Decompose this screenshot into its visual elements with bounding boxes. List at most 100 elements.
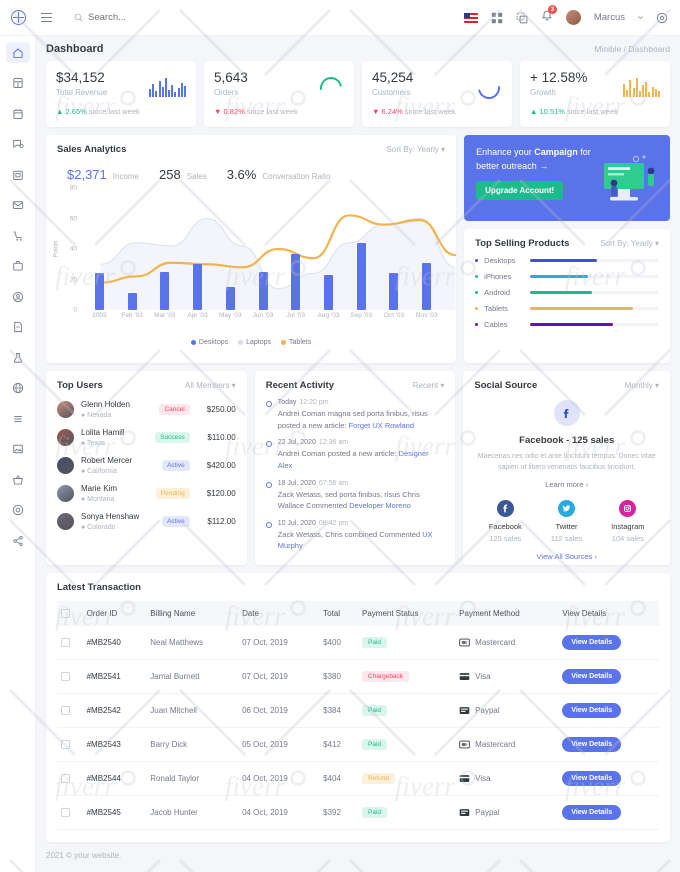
- activity-link[interactable]: Developer Moreno: [349, 501, 411, 511]
- learn-more-link[interactable]: Learn more ›: [545, 480, 589, 490]
- row-select-cell[interactable]: [57, 795, 83, 830]
- row-checkbox[interactable]: [61, 808, 70, 817]
- flag-icon[interactable]: [463, 12, 478, 23]
- user-row[interactable]: Lolita Hamill ● Texas Success $110.00: [57, 427, 236, 447]
- upgrade-account-button[interactable]: Upgrade Account!: [476, 181, 564, 200]
- select-all-checkbox[interactable]: [61, 609, 70, 618]
- sidebar-item-briefcase[interactable]: [6, 256, 30, 277]
- sidebar-item-calculator[interactable]: [6, 73, 30, 94]
- sidebar-item-chat[interactable]: [6, 134, 30, 155]
- period-filter-dropdown[interactable]: Monthly ▾: [624, 381, 659, 390]
- sidebar-item-target[interactable]: [6, 500, 30, 521]
- activity-item: 18 Jul, 2020 07:56 am Zack Wetass, sed por…: [265, 480, 445, 512]
- activity-link[interactable]: UX Murphy: [277, 529, 433, 551]
- y-tick: 40: [69, 245, 77, 253]
- table-row: #MB2545 Jacob Hunter 04 Oct, 2019 $392 Paid P…: [57, 795, 659, 830]
- row-checkbox[interactable]: [61, 672, 70, 681]
- row-checkbox[interactable]: [61, 774, 70, 783]
- sidebar-item-file[interactable]: [6, 317, 30, 338]
- social-network-item[interactable]: Facebook 125 sales: [489, 500, 522, 543]
- notifications-button[interactable]: 3: [541, 5, 557, 25]
- sidebar-item-globe[interactable]: [6, 378, 30, 399]
- row-select-cell[interactable]: [57, 761, 83, 796]
- recent-activity-card: Recent Activity Recent ▾ Today 12:20 pm An…: [254, 371, 456, 565]
- column-header: Payment Method: [455, 601, 559, 626]
- product-name: Android: [484, 288, 511, 297]
- view-all-sources-link[interactable]: View All Sources ›: [536, 552, 597, 562]
- app-logo[interactable]: [0, 0, 36, 36]
- legend-item[interactable]: Desktops: [190, 339, 228, 346]
- select-all-column[interactable]: [57, 601, 83, 626]
- y-tick: 0: [73, 306, 77, 314]
- search-input[interactable]: [88, 12, 208, 23]
- order-id-cell: #MB2540: [82, 626, 147, 660]
- breadcrumb: Minible / Dashboard: [594, 44, 670, 54]
- user-name[interactable]: Marcus: [593, 12, 625, 23]
- user-location: ● California: [81, 468, 117, 475]
- product-list: Desktops iPhones Android Tablets Cables: [475, 256, 659, 329]
- sidebar-item-basket[interactable]: [6, 469, 30, 490]
- page-header: Dashboard Minible / Dashboard: [36, 36, 680, 61]
- payment-status-cell: Paid: [358, 727, 456, 762]
- sort-by-dropdown[interactable]: Sort By: Yearly ▾: [600, 239, 659, 248]
- social-network-item[interactable]: Instagram 104 sales: [611, 500, 645, 543]
- view-details-button[interactable]: View Details: [562, 771, 622, 786]
- activity-filter-dropdown[interactable]: Recent ▾: [412, 381, 445, 390]
- members-filter-dropdown[interactable]: All Members ▾: [185, 381, 236, 390]
- stat-delta: ▼ 0.82%: [214, 107, 245, 116]
- sidebar-item-calendar[interactable]: [6, 103, 30, 124]
- chart-bar: [291, 253, 301, 310]
- sidebar-item-mail[interactable]: [6, 195, 30, 216]
- row-select-cell[interactable]: [57, 693, 83, 728]
- activity-link[interactable]: Designer Alex: [277, 449, 429, 470]
- legend-item[interactable]: Laptops: [238, 339, 271, 346]
- sidebar-item-flask[interactable]: [6, 347, 30, 368]
- view-details-cell: View Details: [558, 795, 659, 830]
- sidebar-item-list[interactable]: [6, 408, 30, 429]
- avatar[interactable]: [565, 10, 581, 25]
- sidebar-item-cart[interactable]: [6, 225, 30, 246]
- activity-link[interactable]: Forget UX Rowland: [348, 420, 415, 430]
- view-details-button[interactable]: View Details: [562, 737, 622, 752]
- sidebar-item-image[interactable]: [6, 439, 30, 460]
- row-checkbox[interactable]: [61, 706, 70, 715]
- user-amount: $110.00: [207, 432, 236, 442]
- row-checkbox[interactable]: [61, 740, 70, 749]
- user-amount: $420.00: [206, 460, 236, 470]
- user-row[interactable]: Robert Mercer ● California Active $420.00: [57, 455, 236, 475]
- status-badge: Paid: [362, 739, 388, 750]
- view-details-button[interactable]: View Details: [562, 703, 622, 718]
- sidebar-item-shop[interactable]: [6, 164, 30, 185]
- date-cell: 04 Oct, 2019: [238, 761, 320, 796]
- view-details-button[interactable]: View Details: [562, 669, 622, 684]
- status-badge: Paid: [362, 705, 388, 716]
- row-select-cell[interactable]: [57, 727, 83, 762]
- sidebar-item-home[interactable]: [5, 42, 30, 63]
- view-details-button[interactable]: View Details: [562, 635, 622, 650]
- view-details-button[interactable]: View Details: [562, 805, 622, 820]
- hamburger-icon[interactable]: [36, 13, 62, 22]
- table-row: #MB2542 Juan Mitchell 06 Oct, 2019 $384 Paid…: [57, 693, 659, 728]
- order-id-cell: #MB2542: [82, 693, 147, 728]
- sidebar-item-user[interactable]: [6, 286, 30, 307]
- activity-text: Zack Wetass, sed porta finibus, risus Ch…: [277, 489, 420, 511]
- user-row[interactable]: Marie Kim ● Montana Pending $120.00: [57, 483, 236, 503]
- activity-time: Today 12:20 pm: [277, 399, 329, 406]
- user-row[interactable]: Glenn Holden ● Nevada Cancel $250.00: [57, 399, 236, 419]
- row-select-cell[interactable]: [57, 626, 83, 660]
- table-row: #MB2540 Neal Matthews 07 Oct, 2019 $400 Paid…: [57, 626, 659, 660]
- timeline-dot-icon: [265, 481, 272, 488]
- y-axis-label: Points: [53, 240, 60, 258]
- total-cell: $392: [319, 795, 358, 830]
- legend-item[interactable]: Tablets: [281, 339, 311, 346]
- apps-grid-icon[interactable]: [491, 12, 503, 24]
- gear-icon[interactable]: [656, 12, 668, 24]
- search-box[interactable]: [74, 12, 208, 23]
- row-select-cell[interactable]: [57, 659, 83, 694]
- layers-icon[interactable]: [516, 12, 528, 24]
- sort-by-dropdown[interactable]: Sort By: Yearly ▾: [386, 145, 446, 154]
- social-network-item[interactable]: Twitter 112 sales: [551, 500, 582, 543]
- user-row[interactable]: Sonya Henshaw ● Colorado Active $112.00: [57, 511, 236, 531]
- sidebar-item-share[interactable]: [6, 530, 30, 551]
- row-checkbox[interactable]: [61, 638, 70, 647]
